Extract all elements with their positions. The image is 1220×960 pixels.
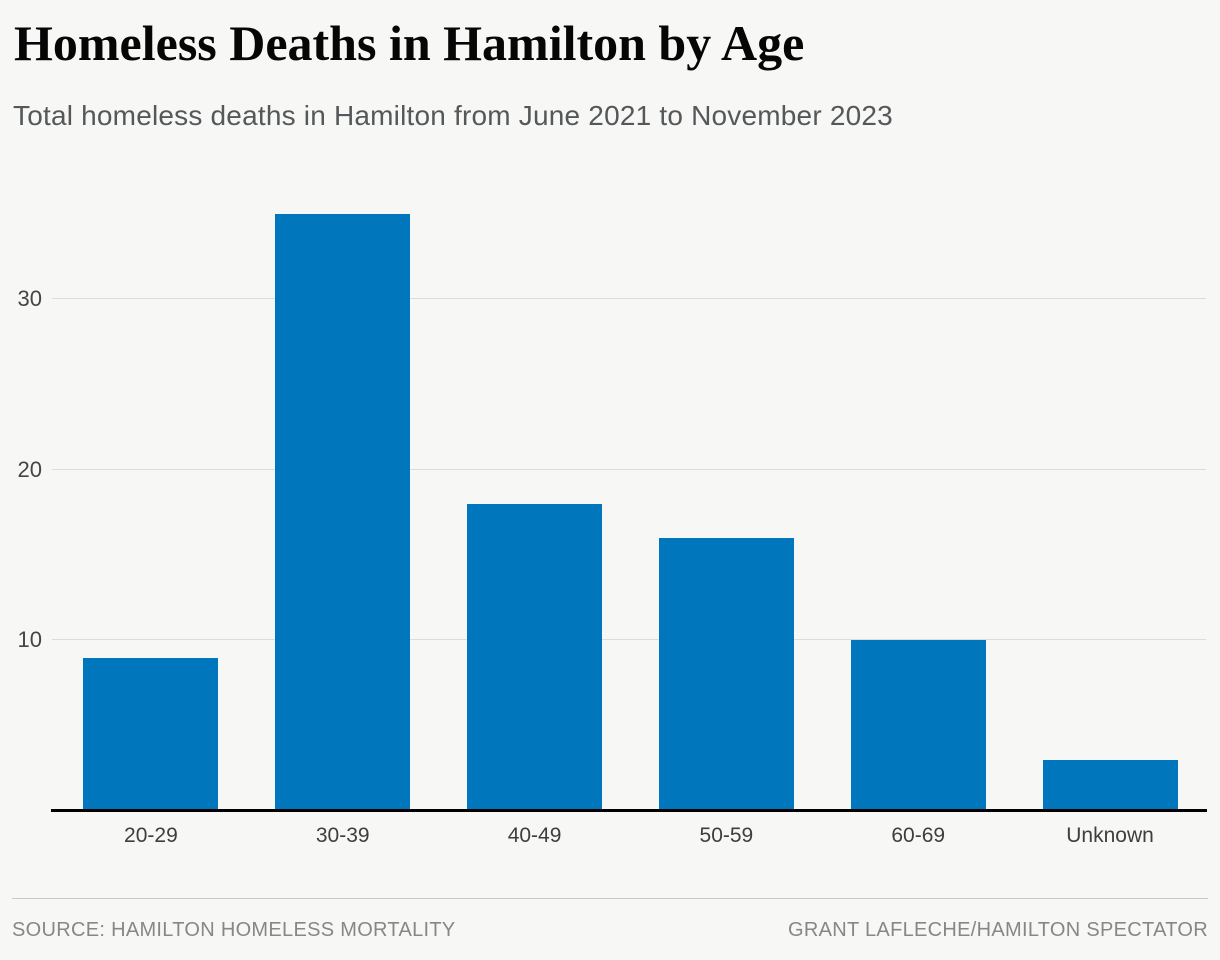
gridline-10 [52,639,1206,641]
bar-slot-Unknown [1014,180,1206,811]
chart-title: Homeless Deaths in Hamilton by Age [14,15,805,71]
y-tick-label-20: 20 [17,456,42,482]
gridline-30 [52,298,1206,300]
bar-slot-60-69 [822,180,1014,811]
x-axis-labels: 20-29 30-39 40-49 50-59 60-69 Unknown [55,824,1206,848]
gridline-20 [52,468,1206,470]
x-tick-label-Unknown: Unknown [1066,824,1154,847]
x-axis-line [51,809,1207,812]
bars-layer [55,180,1206,811]
x-tick-label-20-29: 20-29 [124,824,178,847]
author-credit: GRANT LAFLECHE/HAMILTON SPECTATOR [788,919,1208,941]
x-tick-label-40-49: 40-49 [507,824,562,847]
bar-slot-40-49 [439,180,631,811]
bar-60-69 [850,640,986,811]
bar-Unknown [1042,759,1178,811]
bar-30-39 [275,214,411,811]
bar-chart-plot-area: 10 20 30 [18,180,1206,811]
x-tick-label-50-59: 50-59 [699,824,754,847]
footer: SOURCE: HAMILTON HOMELESS MORTALITY GRAN… [12,919,1208,942]
x-tick-label-60-69: 60-69 [891,824,946,847]
bar-slot-30-39 [247,180,439,811]
bar-20-29 [83,657,219,811]
x-tick-label-30-39: 30-39 [315,824,370,847]
bar-slot-20-29 [55,180,247,811]
y-tick-label-10: 10 [17,627,42,653]
chart-subtitle: Total homeless deaths in Hamilton from J… [13,100,893,131]
y-tick-label-30: 30 [17,286,42,312]
source-credit: SOURCE: HAMILTON HOMELESS MORTALITY [12,919,456,941]
footer-divider [12,898,1208,899]
bar-50-59 [658,538,794,811]
bar-slot-50-59 [630,180,822,811]
bar-40-49 [467,504,603,811]
